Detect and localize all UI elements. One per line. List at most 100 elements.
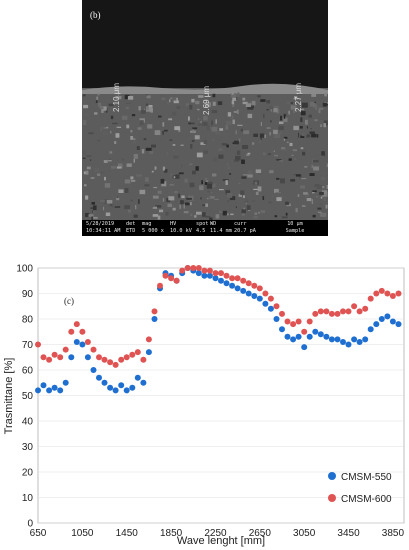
data-point: [206, 272, 213, 279]
data-point: [223, 272, 230, 279]
data-point: [301, 328, 308, 335]
data-point: [145, 349, 152, 356]
sem-info-bar: 5/28/2019 10:34:11 AM det ETD mag 5 000 x H…: [82, 220, 328, 236]
data-point: [256, 295, 263, 302]
sem-texture: [82, 0, 328, 236]
y-tick-label: 60: [22, 366, 34, 377]
data-point: [351, 303, 358, 310]
data-point: [151, 316, 158, 322]
data-point: [389, 318, 396, 325]
data-point: [256, 285, 263, 292]
data-point: [129, 351, 136, 358]
y-tick-label: 80: [22, 315, 34, 326]
info-sample-label: Sample: [285, 228, 305, 234]
data-point: [62, 346, 69, 353]
legend-marker-cmsm-550: [328, 472, 336, 480]
data-point: [62, 379, 69, 386]
x-tick-label: 3050: [293, 528, 316, 539]
data-point: [284, 333, 291, 340]
data-point: [90, 346, 97, 353]
legend-label-cmsm-550: CMSM-550: [341, 472, 392, 483]
data-point: [251, 282, 258, 289]
data-point: [345, 308, 352, 315]
series-cmsm-550: [35, 265, 402, 394]
data-point: [373, 290, 380, 297]
data-point: [378, 287, 385, 294]
y-tick-label: 50: [22, 391, 34, 402]
data-point: [229, 282, 236, 289]
data-point: [140, 379, 147, 386]
data-point: [84, 354, 91, 361]
data-point: [51, 351, 58, 358]
grid: [38, 267, 404, 524]
info-time: 10:34:11 AM: [86, 228, 121, 234]
info-spot-header: spot: [196, 221, 209, 227]
thickness-label-3: 2.27 μm: [294, 82, 303, 112]
data-point: [240, 287, 247, 294]
data-point: [301, 344, 308, 351]
data-point: [290, 336, 297, 343]
data-point: [151, 308, 158, 315]
data-point: [356, 308, 363, 315]
y-axis-label: Trasmittane [%]: [3, 358, 15, 435]
data-point: [267, 305, 274, 312]
data-point: [395, 290, 402, 297]
legend-label-cmsm-600: CMSM-600: [341, 494, 392, 505]
x-tick-label: 1450: [116, 528, 139, 539]
info-curr-value: 20.7 pA: [234, 228, 256, 234]
data-point: [317, 331, 324, 338]
y-tick-label: 100: [16, 264, 33, 275]
info-hv-value: 10.0 kV: [170, 228, 192, 234]
sem-micrograph: (b) 2.10 μm 2.69 μm 2.27 μm 5/28/2019 10:…: [82, 0, 328, 236]
data-point: [340, 339, 346, 345]
series-cmsm-600: [35, 265, 402, 368]
data-point: [46, 387, 53, 394]
data-point: [35, 341, 41, 348]
data-point: [96, 374, 102, 381]
data-point: [328, 310, 335, 317]
data-point: [279, 310, 285, 317]
data-point: [195, 270, 202, 277]
legend-marker-cmsm-600: [328, 494, 336, 502]
data-point: [118, 356, 125, 363]
y-tick-label: 30: [22, 442, 34, 453]
data-point: [295, 333, 302, 340]
data-point: [101, 356, 108, 363]
data-point: [162, 272, 169, 279]
data-point: [46, 356, 53, 363]
data-point: [123, 354, 130, 361]
data-point: [384, 290, 391, 297]
data-point: [51, 384, 58, 391]
data-point: [378, 316, 385, 322]
data-point: [384, 313, 391, 320]
axis-ticks: 0 10 20 30 40 50 60 70 80 90 100 650 1050 1450 1850 225…: [16, 264, 404, 540]
legend: CMSM-550 CMSM-600: [328, 472, 392, 505]
thickness-label-2: 2.69 μm: [202, 85, 211, 115]
x-axis-label: Wave lenght [mm]: [177, 535, 265, 547]
data-point: [328, 336, 335, 343]
x-tick-label: 650: [30, 528, 47, 539]
data-point: [245, 280, 252, 287]
x-tick-label: 1050: [71, 528, 94, 539]
info-wd-value: 11.4 mm: [210, 228, 232, 234]
data-point: [279, 326, 285, 333]
data-point: [262, 290, 269, 297]
data-point: [340, 308, 346, 315]
data-point: [234, 275, 241, 282]
data-point: [79, 328, 86, 335]
info-date: 5/28/2019: [86, 221, 115, 227]
data-point: [107, 384, 114, 391]
data-point: [107, 359, 114, 366]
data-point: [57, 387, 64, 394]
x-tick-label: 1850: [160, 528, 183, 539]
data-point: [90, 367, 97, 373]
data-point: [101, 379, 108, 386]
data-point: [68, 328, 75, 335]
data-point: [251, 293, 258, 299]
data-point: [173, 277, 180, 284]
data-point: [273, 303, 280, 310]
data-point: [395, 321, 402, 328]
data-point: [134, 374, 141, 381]
data-point: [123, 387, 130, 394]
data-point: [118, 382, 125, 389]
